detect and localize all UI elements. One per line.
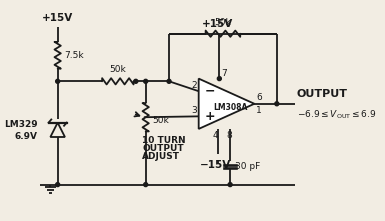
- Text: 7.5k: 7.5k: [64, 51, 84, 60]
- Circle shape: [228, 183, 232, 187]
- Text: −15V: −15V: [200, 160, 231, 170]
- Circle shape: [144, 183, 148, 187]
- Text: +: +: [205, 110, 216, 123]
- Text: LM308A: LM308A: [213, 103, 247, 112]
- Text: LM329
6.9V: LM329 6.9V: [4, 120, 38, 141]
- Polygon shape: [50, 123, 65, 137]
- Text: +15V: +15V: [42, 13, 73, 23]
- Text: 6: 6: [256, 93, 262, 102]
- Text: ADJUST: ADJUST: [142, 152, 180, 161]
- Text: −: −: [205, 85, 216, 98]
- Circle shape: [56, 79, 60, 83]
- Circle shape: [167, 79, 171, 83]
- Text: 8: 8: [226, 131, 232, 140]
- Text: +15V: +15V: [202, 19, 233, 29]
- Circle shape: [144, 79, 148, 83]
- Circle shape: [218, 77, 221, 81]
- Text: OUTPUT: OUTPUT: [296, 89, 348, 99]
- Text: 50k: 50k: [109, 65, 126, 74]
- Text: 10 TURN: 10 TURN: [142, 136, 186, 145]
- Circle shape: [56, 183, 60, 187]
- Text: 30 pF: 30 pF: [234, 162, 260, 171]
- Text: 7: 7: [221, 69, 227, 78]
- Text: 1: 1: [256, 106, 262, 114]
- Text: 2: 2: [191, 81, 197, 90]
- Text: 50k: 50k: [214, 17, 231, 27]
- Text: 4: 4: [212, 131, 218, 140]
- Circle shape: [275, 102, 279, 106]
- Circle shape: [134, 79, 138, 83]
- Text: 3: 3: [191, 107, 197, 115]
- Polygon shape: [199, 79, 254, 129]
- Text: OUTPUT: OUTPUT: [142, 144, 184, 153]
- Text: $-6.9 \leq V_{\rm OUT} \leq 6.9$: $-6.9 \leq V_{\rm OUT} \leq 6.9$: [296, 108, 376, 121]
- Text: 50k: 50k: [152, 116, 169, 125]
